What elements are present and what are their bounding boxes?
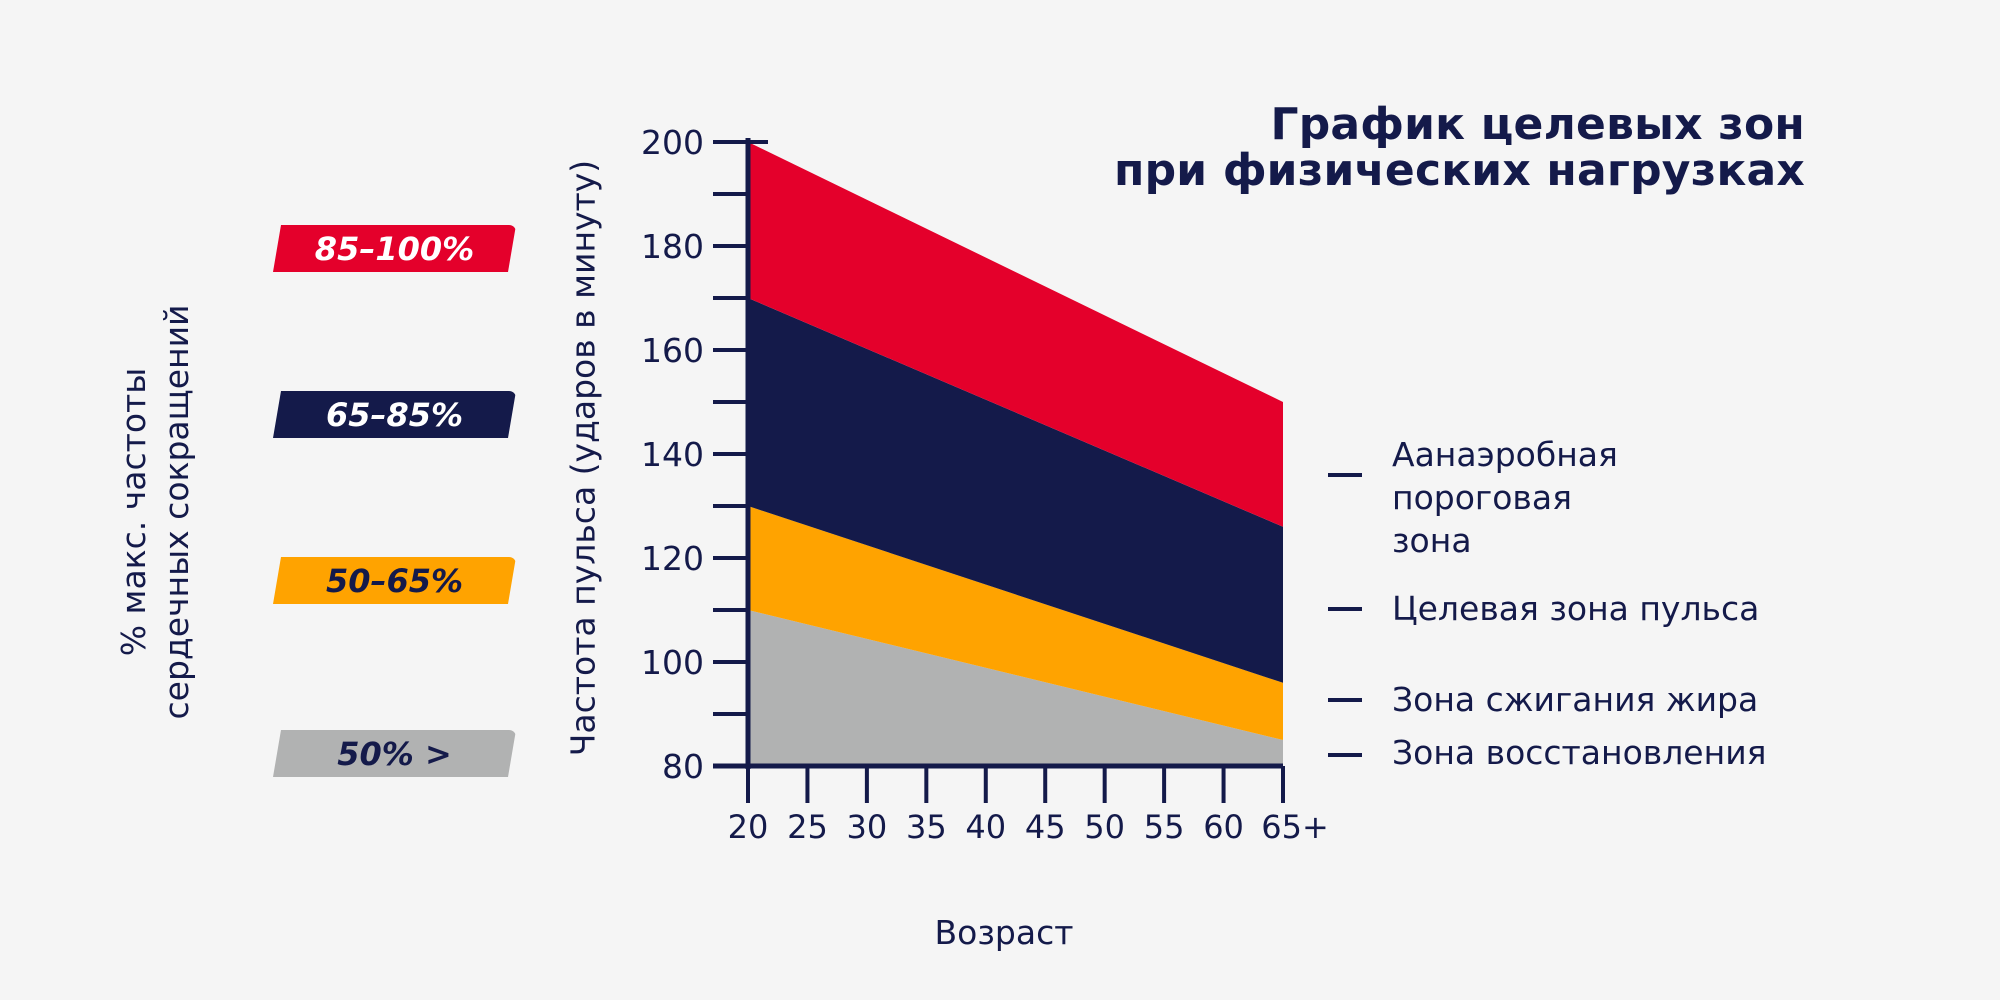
x-tick-label: 50 xyxy=(1084,808,1125,846)
x-axis-label: Возраст xyxy=(934,913,1074,952)
y-axis-label: Частота пульса (ударов в минуту) xyxy=(563,159,603,757)
badge-85-100: 85–100% xyxy=(273,225,516,272)
x-tick-label: 20 xyxy=(728,808,769,846)
legend-dash xyxy=(1328,473,1362,477)
max-heart-rate-percent-label: % макс. частоты сердечных сокращений xyxy=(112,305,198,720)
x-tick-label: 45 xyxy=(1025,808,1066,846)
badge-label: 65–85% xyxy=(325,395,464,434)
zone-area-2 xyxy=(748,298,1283,683)
legend-dash xyxy=(1328,753,1362,757)
y-tick-label: 100 xyxy=(641,643,704,682)
x-tick-label: 25 xyxy=(787,808,828,846)
legend-label-line: пороговая xyxy=(1392,478,1572,517)
zone-area-3 xyxy=(748,142,1283,527)
chart-title-line-2: при физических нагрузках xyxy=(1113,145,1805,196)
legend-label-line: зона xyxy=(1392,521,1472,560)
x-tick-label: 40 xyxy=(965,808,1006,846)
badge-label: 50% > xyxy=(337,734,452,773)
x-tick-label: 35 xyxy=(906,808,947,846)
y-tick-label: 120 xyxy=(641,539,704,578)
zone-area-1 xyxy=(748,506,1283,740)
chart-title-line-1: График целевых зон xyxy=(1270,99,1805,150)
legend-label-line: Зона восстановления xyxy=(1392,733,1767,772)
x-tick-label: 60 xyxy=(1203,808,1244,846)
legend-label-line: Зона сжигания жира xyxy=(1392,680,1759,719)
y-tick-label: 200 xyxy=(641,123,704,162)
badge-50-65: 50–65% xyxy=(273,557,516,604)
x-tick-label: 55 xyxy=(1144,808,1185,846)
y-tick-label: 80 xyxy=(662,747,704,786)
badge-below-50: 50% > xyxy=(273,730,516,777)
y-tick-label: 140 xyxy=(641,435,704,474)
legend-dash xyxy=(1328,698,1362,702)
y-tick-label: 160 xyxy=(641,331,704,370)
badge-label: 85–100% xyxy=(314,229,475,268)
x-tick-label: 30 xyxy=(847,808,888,846)
legend-label-line: Целевая зона пульса xyxy=(1392,589,1760,628)
legend-dash xyxy=(1328,607,1362,611)
left-axis-label-line-1: % макс. частоты xyxy=(114,367,153,657)
left-axis-label-line-2: сердечных сокращений xyxy=(157,304,196,720)
badge-65-85: 65–85% xyxy=(273,391,516,438)
x-tick-label: 65+ xyxy=(1261,808,1329,846)
legend-label-line: Аанаэробная xyxy=(1392,435,1618,474)
y-tick-label: 180 xyxy=(641,227,704,266)
badge-label: 50–65% xyxy=(325,561,464,600)
zone-area-0 xyxy=(748,610,1283,766)
